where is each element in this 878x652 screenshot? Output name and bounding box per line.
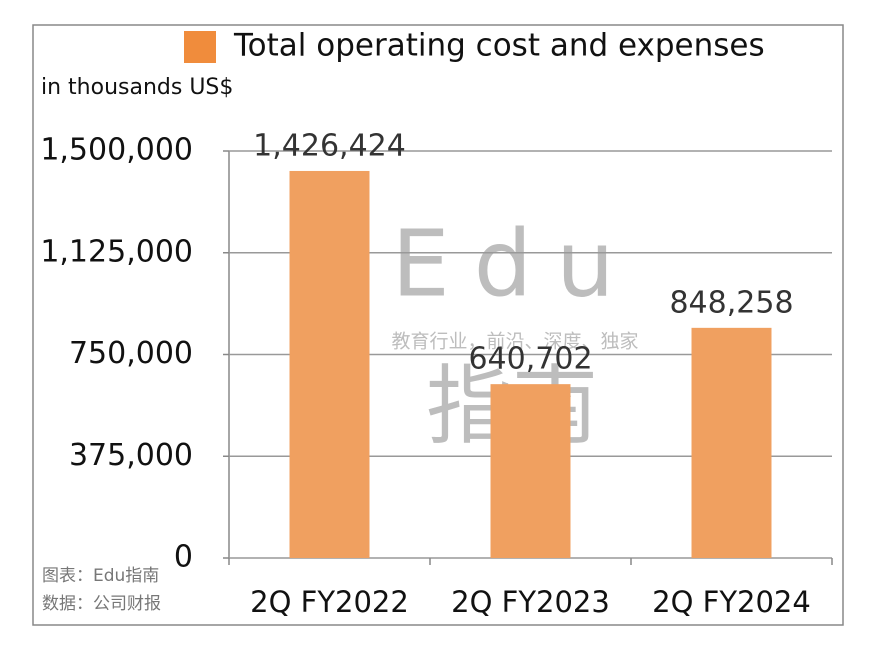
legend-label: Total operating cost and expenses bbox=[233, 28, 765, 64]
x-tick-label: 2Q FY2022 bbox=[250, 585, 409, 619]
data-label: 848,258 bbox=[669, 285, 793, 320]
y-tick-label: 0 bbox=[174, 540, 193, 575]
data-label: 640,702 bbox=[468, 342, 592, 377]
y-tick-label: 1,125,000 bbox=[40, 234, 193, 269]
watermark-brand: Edu bbox=[392, 210, 639, 317]
x-tick-label: 2Q FY2024 bbox=[652, 585, 811, 619]
bar bbox=[289, 170, 370, 558]
legend-swatch bbox=[184, 31, 216, 63]
note: 数据：公司财报 bbox=[42, 594, 161, 614]
bar bbox=[691, 327, 772, 558]
bar bbox=[490, 384, 571, 558]
watermark-slogan: 教育行业，前沿、深度、独家 bbox=[391, 331, 638, 353]
y-tick-label: 375,000 bbox=[69, 438, 193, 473]
unit-label: in thousands US$ bbox=[41, 75, 233, 100]
data-label: 1,426,424 bbox=[253, 128, 406, 163]
note: 图表：Edu指南 bbox=[42, 566, 159, 586]
y-tick-label: 750,000 bbox=[69, 336, 193, 371]
x-tick-label: 2Q FY2023 bbox=[451, 585, 610, 619]
y-tick-label: 1,500,000 bbox=[40, 133, 193, 168]
